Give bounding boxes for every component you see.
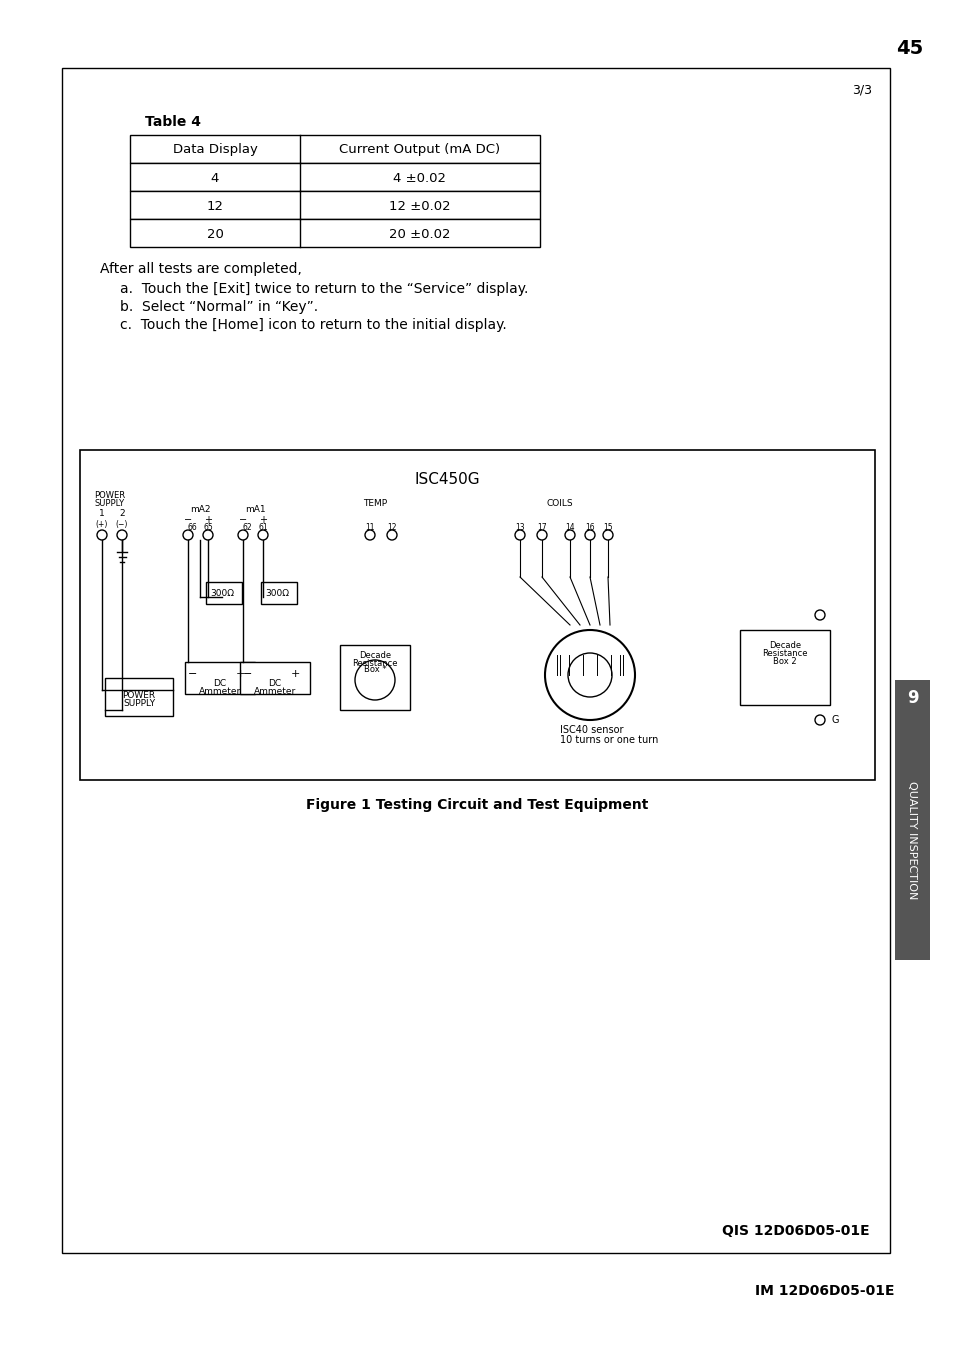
- Bar: [130, 191, 539, 219]
- Text: TEMP: TEMP: [362, 500, 387, 509]
- Bar: [130, 135, 539, 162]
- Text: 1: 1: [99, 509, 105, 519]
- Bar: [130, 219, 539, 246]
- Text: 66: 66: [187, 523, 196, 532]
- Text: G: G: [831, 715, 839, 724]
- Text: mA1: mA1: [244, 505, 265, 515]
- Bar: [62, 68, 889, 1252]
- Text: QIS 12D06D05-01E: QIS 12D06D05-01E: [721, 1224, 869, 1238]
- Text: 45: 45: [896, 38, 923, 57]
- Text: Decade: Decade: [358, 650, 391, 659]
- Text: QUALITY INSPECTION: QUALITY INSPECTION: [906, 781, 917, 899]
- Text: Ammeter: Ammeter: [253, 688, 295, 696]
- Text: 2: 2: [119, 509, 125, 519]
- Text: SUPPLY: SUPPLY: [95, 500, 125, 509]
- Text: 16: 16: [584, 523, 594, 532]
- Bar: [185, 662, 254, 695]
- Text: 9: 9: [905, 689, 918, 707]
- Text: 14: 14: [564, 523, 575, 532]
- Text: 20 ±0.02: 20 ±0.02: [389, 227, 450, 241]
- Text: mA2: mA2: [190, 505, 210, 515]
- Text: Box 2: Box 2: [772, 658, 796, 666]
- Text: Decade: Decade: [768, 640, 801, 650]
- Text: Figure 1 Testing Circuit and Test Equipment: Figure 1 Testing Circuit and Test Equipm…: [306, 798, 648, 812]
- Text: +: +: [204, 515, 212, 525]
- Text: Current Output (mA DC): Current Output (mA DC): [339, 144, 500, 157]
- Text: Data Display: Data Display: [172, 144, 257, 157]
- Text: DC: DC: [213, 680, 226, 688]
- Text: SUPPLY: SUPPLY: [123, 700, 155, 708]
- Text: −: −: [188, 669, 197, 678]
- Text: −: −: [184, 515, 192, 525]
- Text: 17: 17: [537, 523, 546, 532]
- Text: POWER: POWER: [94, 490, 126, 500]
- Bar: [261, 582, 296, 604]
- Text: ISC450G: ISC450G: [415, 473, 479, 487]
- Text: 4: 4: [211, 172, 219, 184]
- Text: DC: DC: [268, 680, 281, 688]
- Text: 61: 61: [258, 523, 268, 532]
- Text: 15: 15: [602, 523, 612, 532]
- Bar: [894, 680, 929, 960]
- Text: −: −: [243, 669, 253, 678]
- Text: 300Ω: 300Ω: [265, 589, 289, 597]
- Text: +: +: [291, 669, 299, 678]
- Bar: [740, 630, 829, 705]
- Text: 4 ±0.02: 4 ±0.02: [393, 172, 446, 184]
- Bar: [206, 582, 242, 604]
- Text: Ammeter: Ammeter: [198, 688, 241, 696]
- Text: a.  Touch the [Exit] twice to return to the “Service” display.: a. Touch the [Exit] twice to return to t…: [120, 282, 528, 297]
- Text: 12: 12: [206, 199, 223, 213]
- Text: 20: 20: [207, 227, 223, 241]
- Text: ISC40 sensor: ISC40 sensor: [559, 724, 623, 735]
- Text: +: +: [258, 515, 267, 525]
- Text: 10 turns or one turn: 10 turns or one turn: [559, 735, 658, 745]
- Bar: [80, 450, 874, 780]
- Circle shape: [567, 653, 612, 697]
- Text: 12: 12: [387, 523, 396, 532]
- Text: COILS: COILS: [546, 500, 573, 509]
- Text: 11: 11: [365, 523, 375, 532]
- Text: After all tests are completed,: After all tests are completed,: [100, 263, 301, 276]
- Text: −: −: [238, 515, 247, 525]
- Text: IM 12D06D05-01E: IM 12D06D05-01E: [755, 1284, 894, 1298]
- Text: 3/3: 3/3: [851, 84, 871, 96]
- Text: (+): (+): [95, 520, 108, 528]
- Text: 62: 62: [242, 523, 252, 532]
- Text: +: +: [235, 669, 245, 678]
- Text: b.  Select “Normal” in “Key”.: b. Select “Normal” in “Key”.: [120, 301, 317, 314]
- Text: Table 4: Table 4: [145, 115, 201, 129]
- Text: 13: 13: [515, 523, 524, 532]
- Text: 65: 65: [203, 523, 213, 532]
- Bar: [130, 162, 539, 191]
- Text: Resistance: Resistance: [352, 658, 397, 668]
- Text: Resistance: Resistance: [761, 650, 807, 658]
- Bar: [105, 678, 172, 716]
- Bar: [240, 662, 310, 695]
- Text: c.  Touch the [Home] icon to return to the initial display.: c. Touch the [Home] icon to return to th…: [120, 318, 506, 332]
- Text: POWER: POWER: [122, 692, 155, 700]
- Text: 300Ω: 300Ω: [210, 589, 233, 597]
- Bar: [339, 645, 410, 709]
- Text: Box *: Box *: [363, 666, 386, 674]
- Text: (−): (−): [115, 520, 128, 528]
- Text: 12 ±0.02: 12 ±0.02: [389, 199, 451, 213]
